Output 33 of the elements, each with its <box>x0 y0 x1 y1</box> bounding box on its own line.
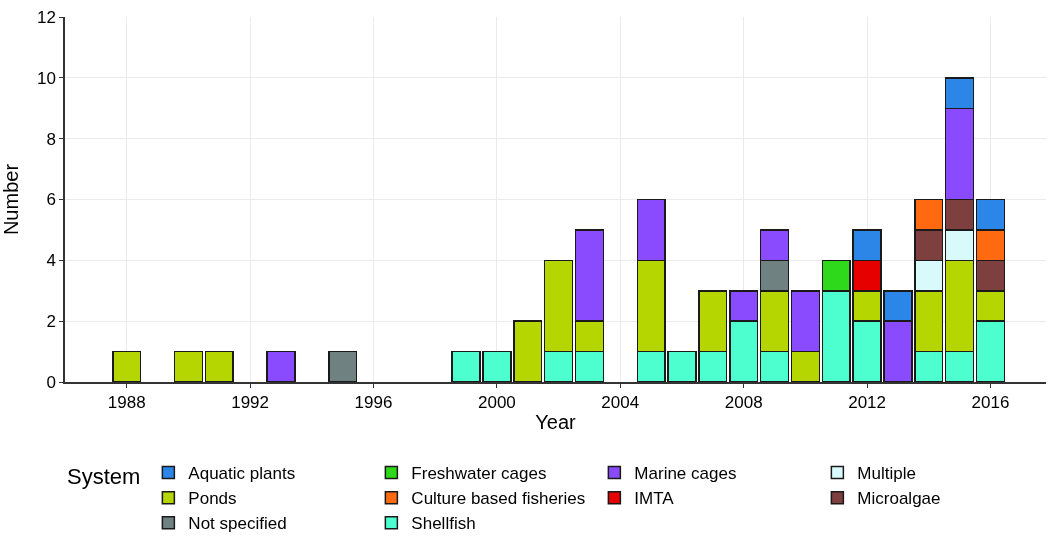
bar <box>173 350 204 382</box>
x-tick-label: 2016 <box>971 393 1010 413</box>
y-tick-label: 10 <box>36 68 56 88</box>
x-tick-label: 2004 <box>601 393 640 413</box>
x-axis-title: Year <box>535 411 577 434</box>
legend-label: Microalgae <box>857 489 941 509</box>
x-tick-label: 1996 <box>354 393 393 413</box>
y-tick-label: 12 <box>36 7 56 27</box>
bar <box>204 350 234 382</box>
legend-label: IMTA <box>634 489 675 509</box>
y-tick-label: 6 <box>46 190 56 210</box>
legend-label: Aquatic plants <box>188 464 296 484</box>
x-tick-label: 2000 <box>477 393 516 413</box>
legend-label: Shellfish <box>411 514 476 534</box>
y-tick-label: 2 <box>46 312 56 332</box>
x-tick-label: 1992 <box>231 393 269 413</box>
legend-label: Freshwater cages <box>411 464 547 484</box>
x-tick-label: 2008 <box>724 393 763 413</box>
legend-label: Culture based fisheries <box>411 489 586 509</box>
legend-title: System <box>67 463 141 489</box>
x-tick-label: 1988 <box>107 393 146 413</box>
legend-label: Ponds <box>188 489 237 509</box>
y-tick-label: 8 <box>46 129 56 149</box>
y-tick-label: 0 <box>46 372 56 392</box>
bar <box>112 350 142 382</box>
legend-label: Multiple <box>857 464 916 484</box>
bar <box>328 350 358 382</box>
y-axis-title: Number <box>0 163 22 236</box>
legend-label: Not specified <box>188 514 287 534</box>
bar <box>266 350 296 382</box>
x-tick-label: 2012 <box>848 393 886 413</box>
legend-label: Marine cages <box>634 464 737 484</box>
y-tick-label: 4 <box>46 251 56 271</box>
